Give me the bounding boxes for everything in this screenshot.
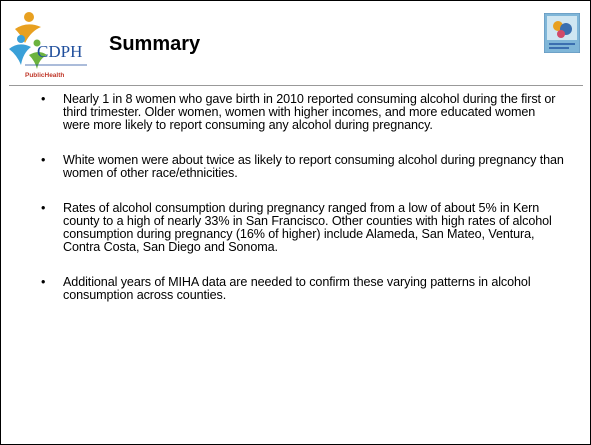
corner-icon <box>544 13 580 53</box>
bullet-item: Rates of alcohol consumption during preg… <box>41 202 564 254</box>
logo-text: CDPH <box>37 42 82 61</box>
logo: CDPH PublicHealth <box>9 12 87 79</box>
bullet-list: Nearly 1 in 8 women who gave birth in 20… <box>41 93 564 324</box>
bullet-item: Additional years of MIHA data are needed… <box>41 276 564 302</box>
header-rule <box>9 85 583 86</box>
bullet-item: White women were about twice as likely t… <box>41 154 564 180</box>
bullet-item: Nearly 1 in 8 women who gave birth in 20… <box>41 93 564 132</box>
logo-figures <box>9 12 47 69</box>
logo-subtext: PublicHealth <box>25 72 64 79</box>
slide-title: Summary <box>109 33 201 55</box>
